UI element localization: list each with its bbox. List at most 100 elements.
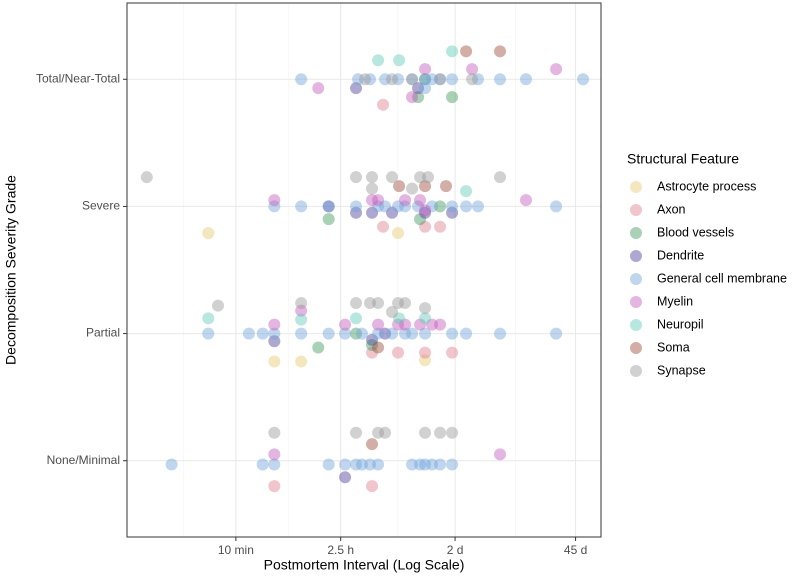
point <box>379 200 392 213</box>
point <box>406 458 419 471</box>
legend-label: Blood vessels <box>657 225 734 239</box>
point <box>446 426 459 439</box>
legend-label: Dendrite <box>657 248 704 262</box>
point <box>393 180 406 193</box>
point <box>165 458 178 471</box>
legend-label: Astrocyte process <box>657 179 756 193</box>
legend-label: Axon <box>657 202 686 216</box>
point <box>406 73 419 86</box>
point <box>519 194 532 207</box>
point <box>366 182 379 195</box>
point <box>339 458 352 471</box>
point <box>350 426 363 439</box>
point <box>460 200 473 213</box>
point <box>460 327 473 340</box>
point <box>466 63 479 76</box>
point <box>372 54 385 67</box>
point <box>446 73 459 86</box>
point <box>419 346 432 359</box>
point <box>446 45 459 58</box>
point <box>350 200 363 213</box>
point <box>386 206 399 219</box>
point <box>322 213 335 226</box>
point <box>419 302 432 315</box>
point <box>426 200 439 213</box>
point <box>372 426 385 439</box>
x-tick-label: 10 min <box>218 543 254 557</box>
point <box>379 73 392 86</box>
point <box>322 200 335 213</box>
point <box>472 73 485 86</box>
point <box>366 194 379 207</box>
point <box>202 227 215 240</box>
point <box>550 327 563 340</box>
point <box>372 297 385 310</box>
y-tick-label: Severe <box>82 199 120 213</box>
point <box>295 73 308 86</box>
point <box>295 327 308 340</box>
point <box>426 73 439 86</box>
point <box>366 333 379 346</box>
point <box>406 73 419 86</box>
point <box>392 73 405 86</box>
point <box>295 297 308 310</box>
legend-title: Structural Feature <box>627 151 739 167</box>
point <box>434 73 447 86</box>
legend-swatch <box>630 227 642 239</box>
y-axis-title: Decomposition Severity Grade <box>3 175 19 365</box>
point <box>519 73 532 86</box>
legend-label: Myelin <box>657 294 693 308</box>
point <box>355 458 368 471</box>
point <box>366 480 379 493</box>
point <box>377 220 390 233</box>
point <box>379 327 392 340</box>
point <box>366 438 379 451</box>
point <box>414 194 427 207</box>
plot-background <box>127 3 601 537</box>
legend-swatch <box>630 273 642 285</box>
point <box>550 200 563 213</box>
point <box>494 448 507 461</box>
point <box>268 318 281 331</box>
x-tick-label: 2.5 h <box>327 543 354 557</box>
point <box>392 297 405 310</box>
x-axis-title: Postmortem Interval (Log Scale) <box>264 557 465 573</box>
point <box>268 200 281 213</box>
point <box>419 180 432 193</box>
point <box>399 297 412 310</box>
point <box>312 82 325 95</box>
point <box>392 346 405 359</box>
y-tick-label: Total/Near-Total <box>36 71 120 85</box>
point <box>372 194 385 207</box>
point <box>460 45 473 58</box>
y-tick-label: None/Minimal <box>47 453 120 467</box>
point <box>419 220 432 233</box>
point <box>366 171 379 184</box>
point <box>295 355 308 368</box>
point <box>322 327 335 340</box>
point <box>268 327 281 340</box>
point <box>372 318 385 331</box>
point <box>460 185 473 198</box>
point <box>393 54 406 67</box>
point <box>399 318 412 331</box>
point <box>386 305 399 318</box>
point <box>268 480 281 493</box>
point <box>350 458 363 471</box>
point <box>242 327 255 340</box>
point <box>372 327 385 340</box>
point <box>339 471 352 484</box>
point <box>577 73 590 86</box>
point <box>406 327 419 340</box>
point <box>399 327 412 340</box>
point <box>494 327 507 340</box>
point <box>268 335 281 348</box>
point <box>364 458 377 471</box>
point <box>419 312 432 325</box>
point <box>372 341 385 354</box>
point <box>419 73 432 86</box>
legend-label: General cell membrane <box>657 271 787 285</box>
point <box>392 318 405 331</box>
point <box>434 200 447 213</box>
